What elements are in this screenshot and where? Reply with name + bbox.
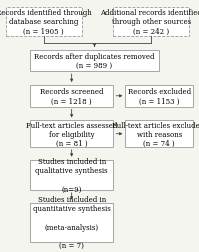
FancyBboxPatch shape [30,203,113,242]
Text: Studies included in
qualitative synthesis

(n=9): Studies included in qualitative synthesi… [35,158,108,193]
Text: Additional records identified
through other sources
(n = 242 ): Additional records identified through ot… [100,9,199,35]
FancyBboxPatch shape [30,160,113,190]
FancyBboxPatch shape [125,86,193,107]
Text: Records identified through
database searching
(n = 1905 ): Records identified through database sear… [0,9,92,35]
FancyBboxPatch shape [125,121,193,147]
Text: Records screened
(n = 1218 ): Records screened (n = 1218 ) [40,88,103,105]
FancyBboxPatch shape [30,50,159,72]
Text: Records after duplicates removed
(n = 989 ): Records after duplicates removed (n = 98… [34,53,155,70]
FancyBboxPatch shape [30,86,113,107]
Text: Studies included in
quantitative synthesis

(meta-analysis)

(n = 7): Studies included in quantitative synthes… [33,196,110,249]
FancyBboxPatch shape [6,8,82,37]
Text: Records excluded
(n = 1153 ): Records excluded (n = 1153 ) [128,88,191,105]
FancyBboxPatch shape [30,121,113,147]
FancyBboxPatch shape [113,8,189,37]
Text: Full-text articles excluded,
with reasons
(n = 74 ): Full-text articles excluded, with reason… [112,121,199,147]
Text: Full-text articles assessed
for eligibility
(n = 81 ): Full-text articles assessed for eligibil… [26,121,117,147]
